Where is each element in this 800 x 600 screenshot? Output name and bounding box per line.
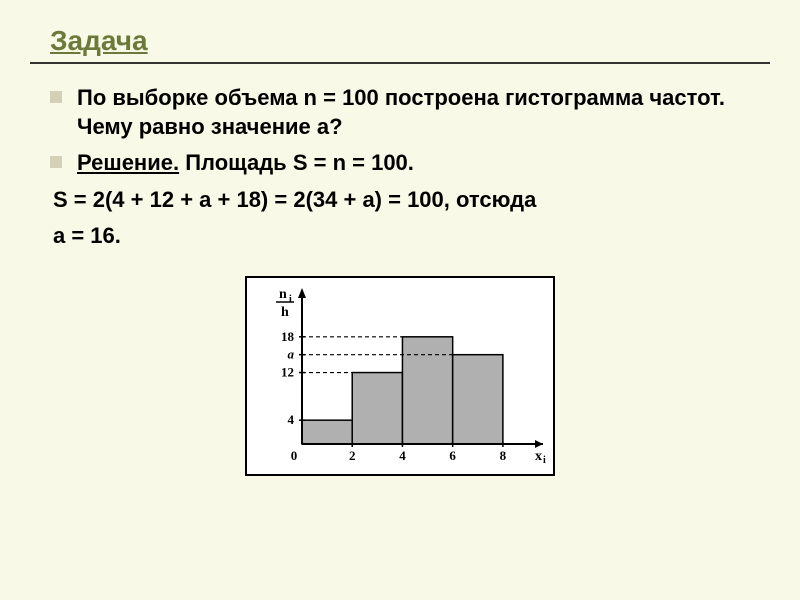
svg-text:a: a <box>288 347 295 362</box>
svg-text:6: 6 <box>449 448 456 463</box>
content-area: По выборке объема n = 100 построена гист… <box>0 84 800 476</box>
chart-svg: 24680412a18nihxi <box>247 278 553 474</box>
svg-text:4: 4 <box>399 448 406 463</box>
svg-text:0: 0 <box>291 448 298 463</box>
bullet-marker <box>50 91 62 103</box>
svg-text:n: n <box>279 287 287 302</box>
title-divider <box>30 62 770 64</box>
svg-text:8: 8 <box>500 448 507 463</box>
histogram-chart: 24680412a18nihxi <box>245 276 555 476</box>
svg-text:18: 18 <box>281 329 295 344</box>
answer: а = 16. <box>53 222 750 251</box>
solution-equation: S = 2(4 + 12 + а + 18) = 2(34 + а) = 100… <box>53 186 750 215</box>
page-title: Задача <box>0 0 800 62</box>
solution-start: Решение. Площадь S = n = 100. <box>77 149 414 178</box>
bullet-item: По выборке объема n = 100 построена гист… <box>50 84 750 141</box>
svg-text:4: 4 <box>288 412 295 427</box>
svg-text:i: i <box>289 294 292 305</box>
svg-text:x: x <box>535 449 542 464</box>
bullet-item: Решение. Площадь S = n = 100. <box>50 149 750 178</box>
svg-text:h: h <box>281 305 289 320</box>
problem-text: По выборке объема n = 100 построена гист… <box>77 84 750 141</box>
svg-text:2: 2 <box>349 448 356 463</box>
solution-text: Площадь S = n = 100. <box>185 150 414 175</box>
svg-text:i: i <box>543 455 546 466</box>
solution-label: Решение. <box>77 150 179 175</box>
bullet-marker <box>50 156 62 168</box>
svg-text:12: 12 <box>281 365 294 380</box>
